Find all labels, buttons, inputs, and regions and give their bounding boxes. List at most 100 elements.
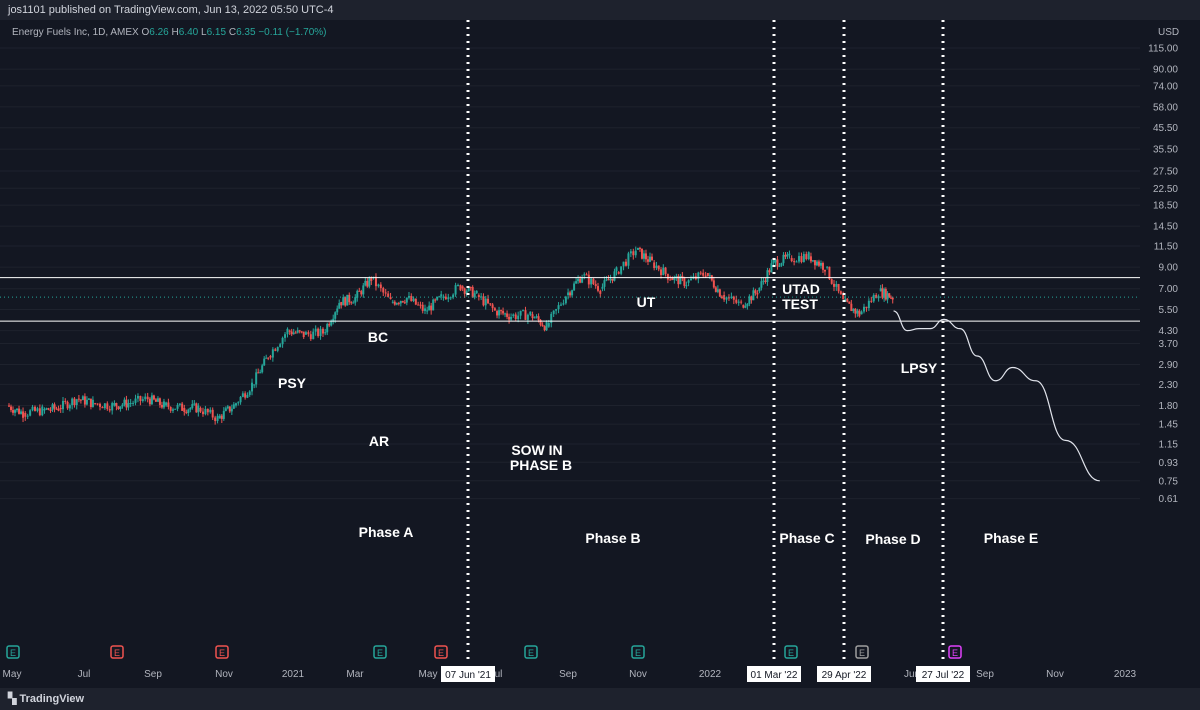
price-tick: 27.50 xyxy=(1153,167,1178,178)
candle-body xyxy=(839,291,842,295)
candle-body xyxy=(209,409,212,413)
candle-body xyxy=(334,312,337,319)
open-label: O xyxy=(141,27,150,38)
candle-body xyxy=(263,358,266,366)
candle-body xyxy=(718,289,721,297)
candle-body xyxy=(119,406,122,410)
candle-body xyxy=(579,278,582,283)
candle-body xyxy=(531,314,534,319)
candle-body xyxy=(732,296,735,300)
candle-body xyxy=(426,310,429,312)
candle-body xyxy=(461,286,464,289)
candle-body xyxy=(790,258,793,262)
candle-body xyxy=(246,394,249,398)
candle-body xyxy=(274,349,277,351)
candle-body xyxy=(650,256,653,260)
time-axis-bg xyxy=(0,662,1200,688)
price-axis: USD 115.00 90.00 74.00 58.00 45.50 35.50 27.50 2… xyxy=(1140,20,1200,660)
candle-body xyxy=(45,408,48,410)
candle-body xyxy=(632,251,635,256)
candle-body xyxy=(493,308,496,311)
candle-body xyxy=(237,402,240,404)
candle-body xyxy=(607,279,610,281)
candle-body xyxy=(648,256,651,262)
candle-body xyxy=(714,287,717,292)
candle-body xyxy=(169,406,172,411)
candle-body xyxy=(762,280,765,282)
candle-body xyxy=(197,405,200,413)
candle-body xyxy=(68,405,71,409)
candle-body xyxy=(590,278,593,285)
candle-body xyxy=(276,347,279,351)
candle-body xyxy=(463,288,466,294)
candle-body xyxy=(865,306,868,309)
candle-body xyxy=(125,399,128,408)
candle-body xyxy=(592,278,595,285)
candle-body xyxy=(776,259,779,267)
candle-body xyxy=(848,301,851,304)
time-tick: Mar xyxy=(346,669,364,680)
candle-body xyxy=(338,303,341,309)
candle-body xyxy=(123,399,126,405)
price-tick: 9.00 xyxy=(1159,263,1179,274)
candle-body xyxy=(746,303,749,307)
candle-body xyxy=(99,403,102,407)
candle-body xyxy=(543,326,546,331)
chart-area[interactable] xyxy=(0,20,1200,688)
candle-body xyxy=(890,297,893,299)
candle-body xyxy=(467,286,470,292)
candle-body xyxy=(374,276,377,287)
candle-body xyxy=(552,310,555,314)
candle-body xyxy=(524,310,527,320)
earnings-icon xyxy=(631,645,645,659)
candle-body xyxy=(312,331,315,340)
currency-label: USD xyxy=(1158,27,1179,38)
price-axis-bg xyxy=(1140,20,1200,660)
projection-path xyxy=(893,310,1100,482)
candle-body xyxy=(66,401,69,409)
date-label-bg xyxy=(747,666,801,682)
candle-body xyxy=(87,398,90,400)
candle-body xyxy=(750,296,753,301)
phase-label: Phase A xyxy=(359,524,414,540)
published-bar: jos1101 published on TradingView.com, Ju… xyxy=(0,0,1200,20)
candle-body xyxy=(382,288,385,293)
candle-body xyxy=(36,408,39,411)
candle-body xyxy=(541,324,544,327)
candle-body xyxy=(660,269,663,276)
candle-body xyxy=(183,407,186,412)
candle-body xyxy=(752,290,755,301)
candle-body xyxy=(434,299,437,301)
candle-body xyxy=(399,301,402,304)
candle-body xyxy=(581,277,584,283)
candle-body xyxy=(307,332,310,335)
candle-body xyxy=(653,262,656,269)
phase-label: Phase D xyxy=(865,531,920,547)
candle-body xyxy=(662,267,665,276)
time-tick: Jul xyxy=(78,669,91,680)
candle-body xyxy=(522,310,525,312)
candle-body xyxy=(629,251,632,254)
candle-body xyxy=(424,308,427,311)
candle-body xyxy=(585,274,588,276)
candle-body xyxy=(601,286,604,289)
wyckoff-label: PHASE B xyxy=(510,457,572,473)
price-tick: 115.00 xyxy=(1148,44,1178,55)
candle-body xyxy=(730,296,733,298)
candle-body xyxy=(38,408,41,416)
candle-body xyxy=(314,328,317,332)
candle-body xyxy=(477,295,480,297)
candle-body xyxy=(358,290,361,292)
candle-body xyxy=(491,304,494,309)
earnings-icon xyxy=(784,645,798,659)
candle-body xyxy=(704,275,707,277)
phase-dividers xyxy=(466,20,945,665)
candle-body xyxy=(671,277,674,281)
candle-body xyxy=(742,304,745,308)
candle-body xyxy=(679,275,682,285)
earnings-label: E xyxy=(438,648,444,658)
candle-body xyxy=(813,260,816,266)
candle-body xyxy=(622,261,625,267)
low-label: L xyxy=(201,27,207,38)
